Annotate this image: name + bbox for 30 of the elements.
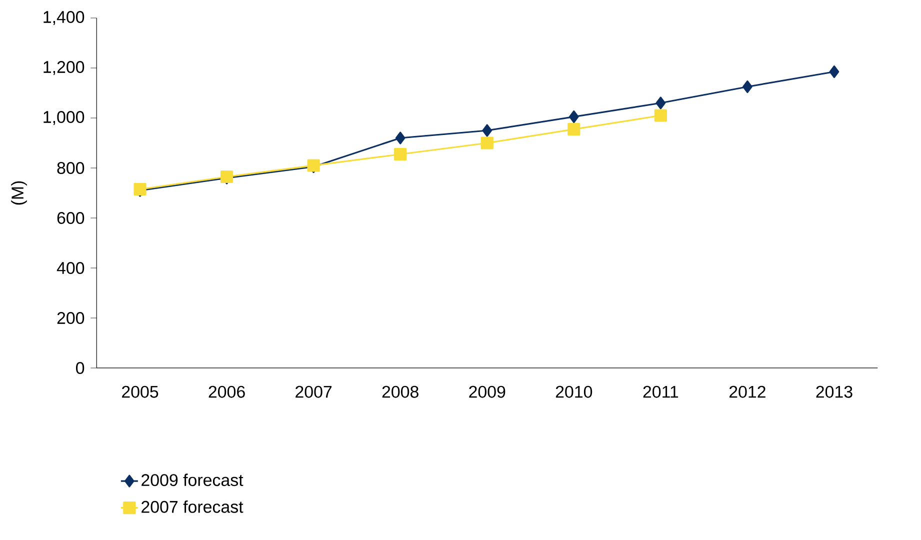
y-tick-label: 0 bbox=[76, 362, 84, 374]
point bbox=[742, 80, 752, 94]
point bbox=[568, 122, 580, 136]
legend-label: 2009 forecast bbox=[142, 474, 244, 486]
y-tick-label: 400 bbox=[56, 262, 84, 274]
x-tick-label: 2010 bbox=[556, 386, 592, 398]
y-tick-label: 1,200 bbox=[44, 60, 84, 75]
point bbox=[656, 96, 666, 110]
point bbox=[829, 65, 840, 78]
x-tick-label: 2011 bbox=[643, 386, 678, 398]
y-tick-label: 1,000 bbox=[44, 110, 84, 125]
point bbox=[395, 132, 406, 144]
point bbox=[654, 109, 667, 122]
point bbox=[394, 148, 407, 161]
x-tick-label: 2007 bbox=[296, 386, 332, 398]
x-tick-label: 2009 bbox=[469, 386, 506, 398]
y-tick-label: 1,400 bbox=[44, 10, 84, 25]
y-axis-title: (M) bbox=[11, 181, 27, 205]
x-tick-label: 2013 bbox=[816, 386, 852, 398]
y-tick-label: 800 bbox=[57, 162, 84, 174]
x-tick-label: 2012 bbox=[729, 386, 766, 398]
x-tick-label: 2005 bbox=[122, 386, 158, 398]
y-tick-label: 200 bbox=[57, 312, 84, 324]
x-tick-label: 2008 bbox=[382, 386, 418, 398]
legend-label: 2007 forecast bbox=[142, 500, 244, 513]
point bbox=[568, 110, 579, 124]
point bbox=[480, 136, 494, 150]
x-tick-label: 2006 bbox=[208, 386, 245, 398]
y-tick-label: 600 bbox=[57, 212, 84, 224]
point bbox=[482, 124, 492, 137]
